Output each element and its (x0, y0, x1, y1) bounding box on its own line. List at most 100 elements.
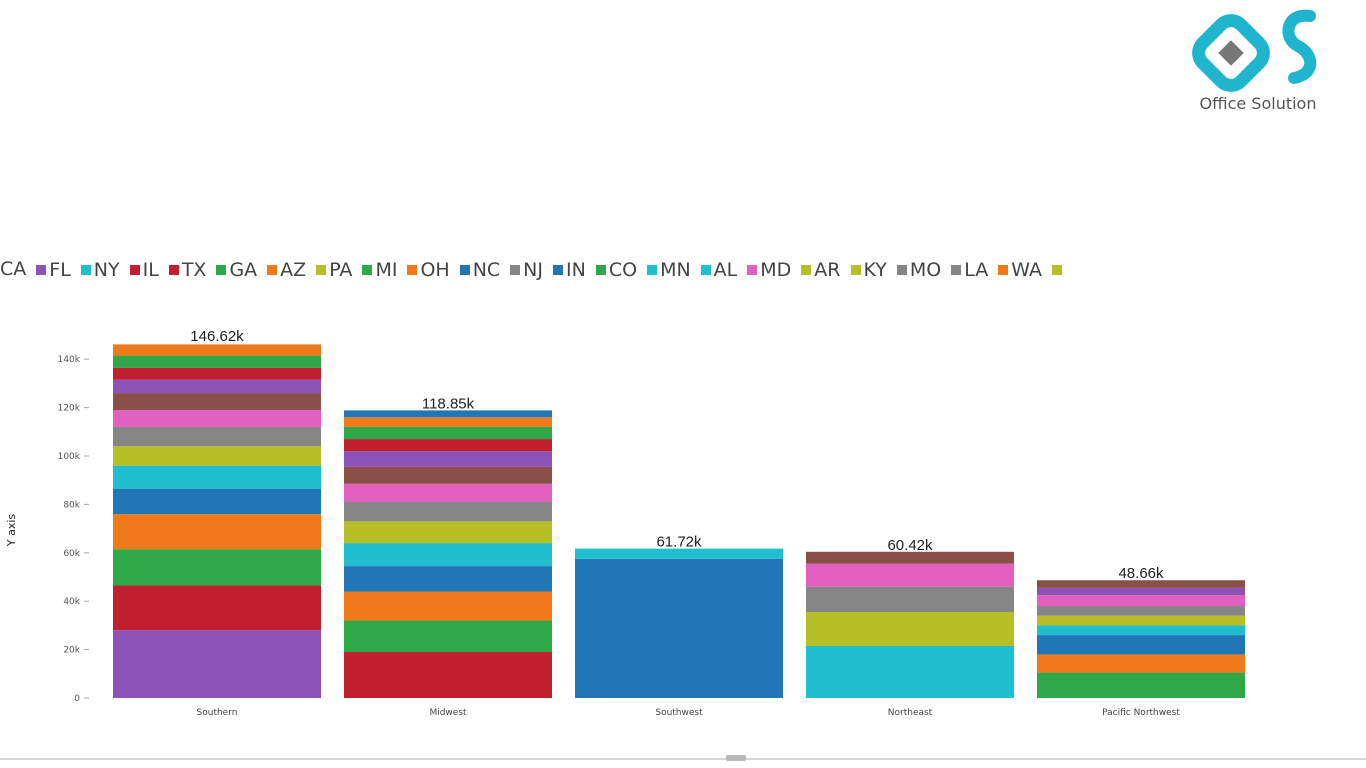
y-tick-label: 0 (74, 694, 80, 704)
bar-segment[interactable] (1037, 606, 1245, 616)
legend-label: AR (814, 259, 841, 281)
legend-label: MI (375, 259, 398, 281)
y-tick-label: 120k (58, 404, 81, 414)
x-tick-label: Northeast (888, 708, 933, 718)
bar-segment[interactable] (575, 558, 783, 698)
legend-swatch (595, 265, 606, 275)
legend-label: MD (760, 259, 792, 281)
legend-item[interactable]: PA (316, 259, 352, 281)
bar-segment[interactable] (344, 566, 552, 592)
legend-label: CO (608, 259, 638, 281)
bar-segment[interactable] (344, 501, 552, 522)
legend-swatch (998, 265, 1009, 275)
legend-item[interactable]: CA (0, 258, 26, 280)
bar-segment[interactable] (1037, 635, 1245, 655)
legend-item[interactable]: WA (998, 259, 1042, 281)
legend-swatch (1052, 265, 1063, 275)
legend-item[interactable]: MI (362, 259, 397, 281)
legend-label: FL (49, 259, 71, 281)
y-tick-label: 140k (58, 355, 81, 365)
bar-segment[interactable] (113, 465, 321, 489)
x-tick-label: Southwest (655, 708, 703, 718)
bar-segment[interactable] (806, 563, 1014, 587)
legend-item[interactable]: CO (595, 259, 638, 281)
legend-item[interactable]: MD (747, 259, 791, 281)
legend-item[interactable]: LA (951, 259, 988, 281)
bar-segment[interactable] (344, 451, 552, 467)
bar-segment[interactable] (806, 612, 1014, 646)
bar-segment[interactable] (344, 417, 552, 427)
legend-item[interactable]: KY (850, 259, 887, 281)
legend-swatch (129, 265, 140, 275)
bar-segment[interactable] (113, 393, 321, 411)
legend-label: CA (0, 258, 27, 280)
bar-segment[interactable] (1037, 587, 1245, 596)
bar-segment[interactable] (113, 514, 321, 550)
bar-segment[interactable] (1037, 595, 1245, 607)
chart-legend: CA FL NY IL TX GA AZ PA MI OH NC NJ IN CO MN AL MD AR KY MO… (0, 258, 1366, 288)
legend-swatch (747, 265, 758, 275)
bar-segment[interactable] (344, 410, 552, 418)
legend-item[interactable]: MN (647, 259, 691, 281)
legend-swatch (168, 265, 179, 275)
bar-segment[interactable] (113, 488, 321, 515)
bar-segment[interactable] (113, 630, 321, 698)
bar-segment[interactable] (113, 379, 321, 394)
legend-item[interactable]: GA (216, 259, 257, 281)
legend-label: LA (964, 259, 989, 281)
bar-segment[interactable] (1037, 625, 1245, 636)
bars-group: 146.62k 118.85k 61.72k 60.42k 48.66k (113, 328, 1245, 698)
legend-item[interactable] (1052, 265, 1065, 275)
legend-item[interactable]: NC (459, 259, 500, 281)
x-tick-label: Midwest (429, 708, 467, 718)
bar-segment[interactable] (113, 355, 321, 368)
bar-segment[interactable] (113, 549, 321, 586)
bar-segment[interactable] (113, 446, 321, 466)
legend-label: PA (329, 259, 353, 281)
legend-item[interactable]: NJ (510, 259, 543, 281)
stacked-bar-chart: 0 20k 40k 60k 80k 100k 120k 140k Y axis 146.62k… (5, 328, 1245, 718)
legend-swatch (801, 265, 812, 275)
bar-segment[interactable] (113, 344, 321, 356)
legend-item[interactable]: OH (407, 259, 450, 281)
bar-segment[interactable] (1037, 654, 1245, 673)
bar-segment[interactable] (344, 483, 552, 502)
legend-item[interactable]: IN (553, 259, 586, 281)
bar-segment[interactable] (113, 426, 321, 447)
legend-item[interactable]: AR (801, 259, 841, 281)
x-tick-label: Southern (197, 708, 238, 718)
bar-segment[interactable] (1037, 672, 1245, 698)
legend-item[interactable]: AZ (267, 259, 306, 281)
bar-segment[interactable] (344, 543, 552, 567)
bar-segment[interactable] (806, 645, 1014, 698)
bar-segment[interactable] (1037, 615, 1245, 626)
legend-item[interactable]: MO (896, 259, 942, 281)
legend-label: KY (863, 259, 887, 281)
bar-segment[interactable] (113, 585, 321, 631)
legend-swatch (700, 265, 711, 275)
legend-label: NJ (523, 259, 543, 281)
legend-swatch (951, 265, 962, 275)
bar-segment[interactable] (344, 426, 552, 440)
y-tick-label: 80k (63, 500, 80, 510)
bar-segment[interactable] (344, 521, 552, 544)
bar-segment[interactable] (806, 586, 1014, 613)
legend-label: MO (909, 259, 942, 281)
bar-segment[interactable] (344, 620, 552, 653)
bar-segment[interactable] (344, 466, 552, 484)
legend-item[interactable]: IL (129, 259, 159, 281)
bar-segment[interactable] (113, 367, 321, 380)
bar-segment[interactable] (344, 652, 552, 698)
legend-item[interactable]: AL (700, 259, 737, 281)
bar-segment[interactable] (113, 410, 321, 427)
legend-item[interactable]: TX (168, 259, 206, 281)
bar-segment[interactable] (344, 439, 552, 452)
legend-item[interactable]: FL (36, 259, 71, 281)
bar-segment[interactable] (575, 548, 783, 559)
bar-segment[interactable] (1037, 580, 1245, 588)
resize-handle[interactable] (726, 755, 746, 761)
legend-item[interactable]: NY (80, 259, 120, 281)
bar-segment[interactable] (344, 591, 552, 621)
bar-segment[interactable] (806, 551, 1014, 564)
legend-label: OH (420, 259, 450, 281)
